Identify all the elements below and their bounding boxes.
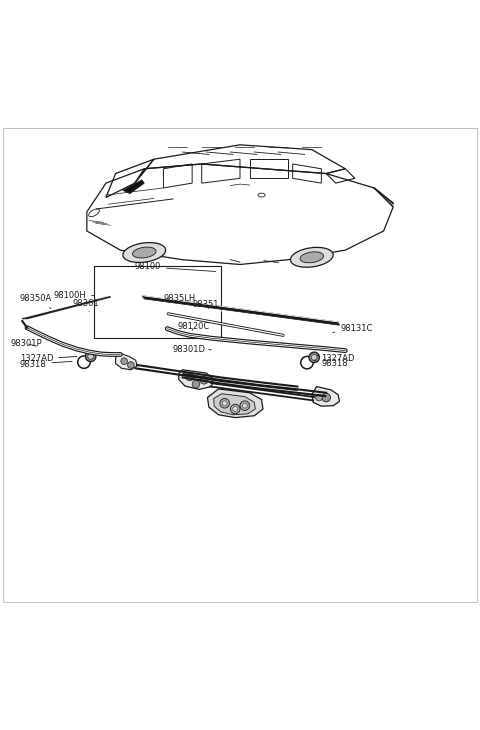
- Circle shape: [78, 356, 90, 369]
- Text: 1327AD: 1327AD: [317, 354, 355, 363]
- Polygon shape: [312, 387, 339, 406]
- Circle shape: [88, 353, 94, 359]
- Text: 98120C: 98120C: [178, 322, 210, 331]
- Ellipse shape: [290, 247, 333, 267]
- Text: 98361: 98361: [72, 299, 99, 312]
- Circle shape: [220, 399, 229, 408]
- Circle shape: [322, 393, 330, 402]
- Circle shape: [192, 380, 200, 388]
- Text: 98351: 98351: [192, 300, 218, 310]
- Circle shape: [200, 377, 208, 384]
- Text: 98350A: 98350A: [20, 294, 52, 309]
- Polygon shape: [214, 393, 255, 415]
- Circle shape: [222, 401, 227, 406]
- Text: 98100H: 98100H: [53, 291, 94, 300]
- Circle shape: [240, 401, 250, 410]
- Circle shape: [301, 356, 313, 369]
- Circle shape: [186, 373, 193, 381]
- Polygon shape: [142, 296, 339, 326]
- Circle shape: [230, 404, 240, 414]
- Ellipse shape: [123, 242, 166, 263]
- Polygon shape: [207, 389, 263, 418]
- Circle shape: [121, 358, 128, 364]
- Polygon shape: [123, 180, 144, 193]
- Text: 98318: 98318: [20, 360, 72, 369]
- Circle shape: [312, 355, 317, 360]
- Ellipse shape: [300, 252, 324, 263]
- Bar: [94, 266, 221, 338]
- Text: 9835LH: 9835LH: [163, 294, 199, 304]
- Text: 98318: 98318: [314, 359, 348, 368]
- Polygon shape: [179, 370, 214, 389]
- Circle shape: [309, 352, 320, 363]
- Circle shape: [85, 351, 96, 361]
- Text: 98131C: 98131C: [333, 323, 373, 333]
- Text: 98100: 98100: [135, 262, 216, 272]
- Ellipse shape: [132, 247, 156, 258]
- Circle shape: [316, 394, 323, 401]
- Polygon shape: [116, 353, 137, 370]
- Circle shape: [233, 407, 238, 412]
- Circle shape: [242, 403, 247, 408]
- Text: 1327AD: 1327AD: [20, 354, 77, 364]
- Text: 98301P: 98301P: [10, 339, 42, 348]
- Circle shape: [128, 361, 134, 369]
- Text: 98301D: 98301D: [173, 345, 211, 354]
